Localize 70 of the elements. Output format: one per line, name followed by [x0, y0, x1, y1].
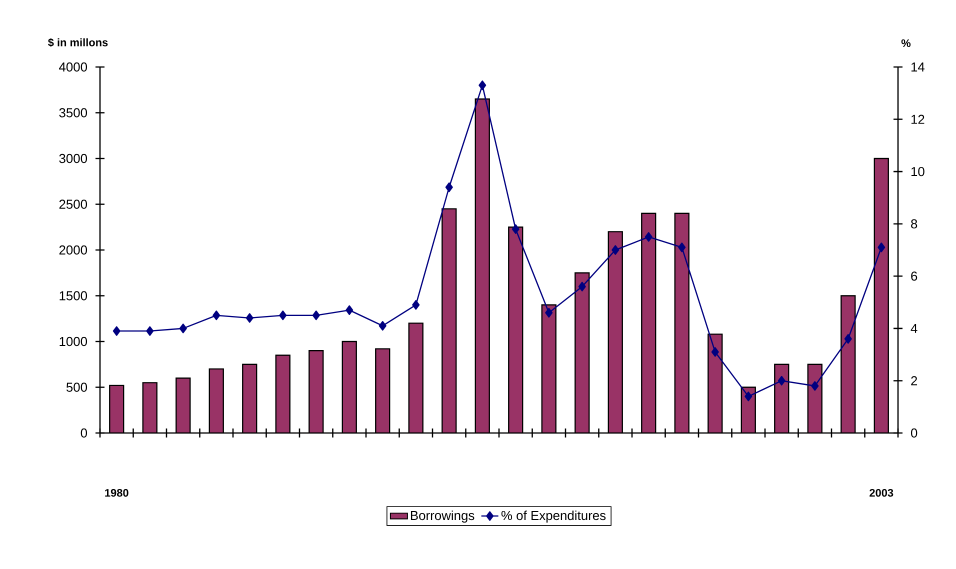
y2-axis-title: %	[901, 39, 911, 48]
bar	[774, 364, 790, 433]
y-axis-title: $ in millons	[48, 38, 108, 48]
point	[179, 324, 187, 334]
bar	[641, 212, 656, 433]
y-tick-label: 1000	[60, 336, 88, 346]
point	[246, 313, 254, 323]
y-tick-label: 1500	[60, 291, 88, 300]
point	[644, 232, 652, 242]
point	[212, 310, 220, 320]
x-tick-label: 2003	[870, 488, 894, 497]
bar	[840, 295, 856, 433]
point	[146, 326, 154, 336]
y2-tick-label: 6	[911, 272, 918, 281]
point	[445, 182, 453, 192]
y2-tick-label: 10	[911, 166, 924, 176]
y2-tick-label: 4	[910, 324, 918, 333]
bar	[408, 322, 424, 433]
bar	[375, 348, 390, 433]
point	[412, 300, 420, 310]
bar	[308, 350, 324, 433]
point	[811, 381, 819, 391]
bar	[708, 334, 723, 433]
point	[478, 80, 486, 90]
y-tick-label: 0	[80, 428, 88, 438]
y2-tick-label: 14	[911, 62, 925, 72]
point	[279, 310, 287, 320]
y-tick-label: 500	[66, 382, 88, 392]
bar	[109, 384, 124, 433]
y-tick-label: 4000	[59, 62, 88, 72]
point	[711, 347, 719, 357]
point	[578, 282, 586, 292]
legend-label: Borrowings	[410, 510, 474, 523]
bar	[508, 226, 524, 433]
point	[678, 242, 686, 252]
x-tick-label: 1980	[105, 488, 128, 497]
point	[112, 326, 120, 336]
y-tick-label: 3500	[59, 108, 88, 118]
bar	[541, 304, 556, 433]
point	[512, 224, 520, 234]
y2-tick-label: 12	[911, 114, 924, 124]
y-tick-label: 2500	[59, 200, 88, 209]
bar	[807, 364, 822, 433]
point	[346, 305, 354, 315]
bar	[442, 208, 457, 433]
point	[312, 310, 320, 320]
point	[878, 242, 886, 252]
bar	[342, 340, 357, 433]
point	[612, 245, 620, 255]
bar	[242, 364, 258, 433]
bar	[608, 231, 623, 433]
y-tick-label: 2000	[59, 245, 88, 255]
bar	[574, 272, 590, 433]
y2-tick-label: 0	[910, 428, 918, 438]
point	[778, 376, 786, 386]
bar	[142, 382, 158, 433]
point	[545, 308, 553, 318]
bar	[208, 368, 224, 433]
y2-tick-label: 8	[911, 219, 918, 228]
legend-label: % of Expenditures	[501, 510, 606, 523]
bar	[176, 378, 191, 433]
point	[744, 392, 752, 402]
point	[378, 320, 386, 331]
bar	[674, 212, 690, 433]
y-tick-label: 3000	[59, 154, 88, 164]
bar	[275, 354, 290, 433]
bar	[474, 98, 490, 433]
y2-tick-label: 2	[911, 376, 918, 386]
bar	[874, 158, 889, 433]
point	[844, 334, 852, 344]
